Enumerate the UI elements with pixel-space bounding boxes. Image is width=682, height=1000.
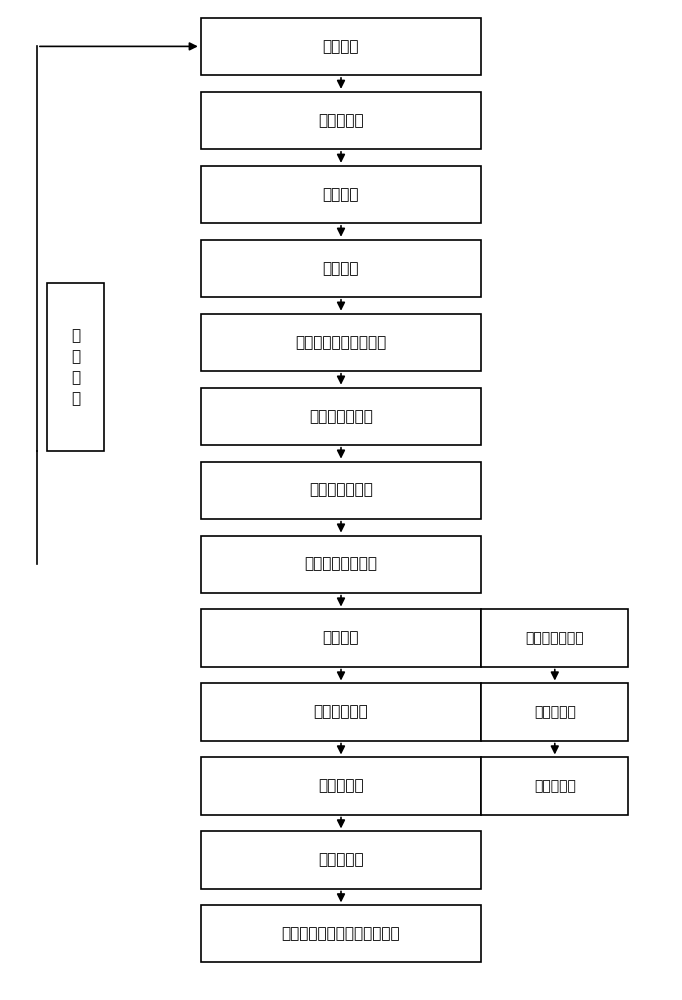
- FancyBboxPatch shape: [201, 240, 481, 297]
- FancyBboxPatch shape: [201, 314, 481, 371]
- FancyBboxPatch shape: [201, 166, 481, 223]
- FancyBboxPatch shape: [481, 609, 628, 667]
- Text: 混凝土浇筑: 混凝土浇筑: [318, 778, 364, 793]
- Text: 测量放线: 测量放线: [323, 187, 359, 202]
- FancyBboxPatch shape: [201, 609, 481, 667]
- FancyBboxPatch shape: [201, 536, 481, 593]
- FancyBboxPatch shape: [47, 283, 104, 451]
- FancyBboxPatch shape: [201, 18, 481, 75]
- Text: 施工准备: 施工准备: [323, 39, 359, 54]
- FancyBboxPatch shape: [201, 905, 481, 962]
- Text: 混凝土养护: 混凝土养护: [318, 852, 364, 867]
- FancyBboxPatch shape: [201, 388, 481, 445]
- Text: 轨排精调锁定: 轨排精调锁定: [314, 705, 368, 720]
- Text: 混凝土材料准备: 混凝土材料准备: [526, 631, 584, 645]
- FancyBboxPatch shape: [201, 462, 481, 519]
- Text: 作业面清理: 作业面清理: [318, 113, 364, 128]
- FancyBboxPatch shape: [481, 683, 628, 741]
- Text: 随动轨架设调整: 随动轨架设调整: [309, 483, 373, 498]
- Text: 混凝土运输: 混凝土运输: [534, 779, 576, 793]
- Text: 机
具
转
移: 机 具 转 移: [71, 328, 80, 406]
- FancyBboxPatch shape: [481, 757, 628, 815]
- FancyBboxPatch shape: [201, 757, 481, 815]
- FancyBboxPatch shape: [201, 683, 481, 741]
- FancyBboxPatch shape: [201, 92, 481, 149]
- Text: 基准轨架设调整: 基准轨架设调整: [309, 409, 373, 424]
- Text: 混凝土制备: 混凝土制备: [534, 705, 576, 719]
- FancyBboxPatch shape: [201, 831, 481, 889]
- Text: 多功能轨道调整器及模板拆除: 多功能轨道调整器及模板拆除: [282, 926, 400, 941]
- Text: 钢筋绑扎: 钢筋绑扎: [323, 261, 359, 276]
- Text: 轨枕（扣件）组装: 轨枕（扣件）组装: [304, 557, 378, 572]
- Text: 模板架设: 模板架设: [323, 631, 359, 646]
- Text: 多功能轨道调整器架设: 多功能轨道调整器架设: [295, 335, 387, 350]
